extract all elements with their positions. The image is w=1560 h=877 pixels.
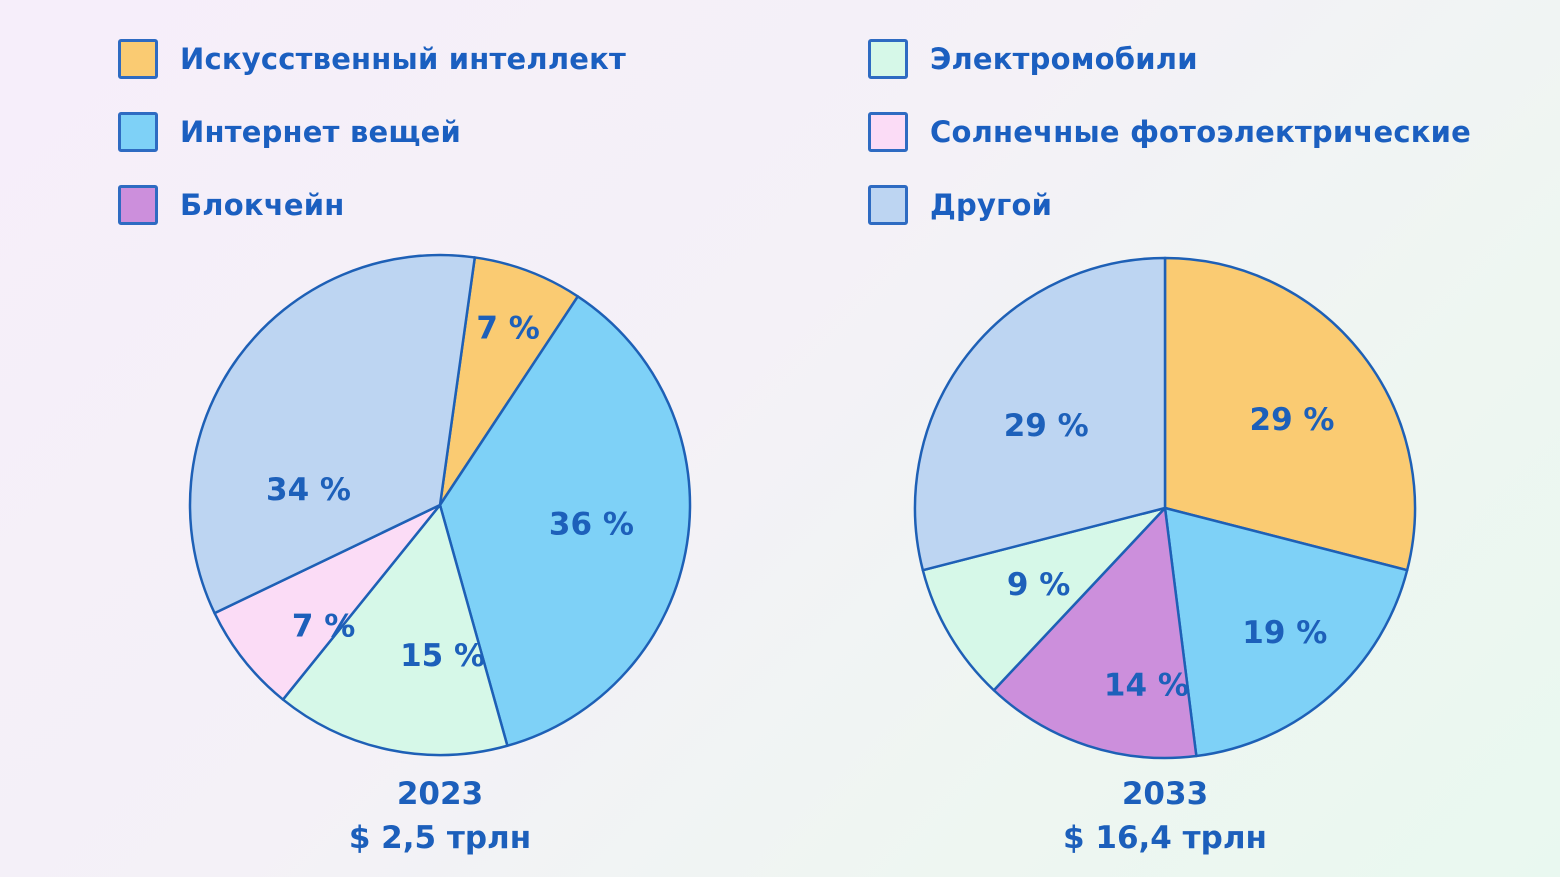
- slice-percent-label: 36 %: [549, 507, 634, 543]
- pie-slice-1: [1163, 256, 1417, 572]
- legend-label-artificial-intelligence: Искусственный интеллект: [180, 42, 627, 76]
- slice-percent-label: 9 %: [1007, 567, 1070, 603]
- legend-item-artificial-intelligence: Искусственный интеллект: [118, 38, 626, 80]
- slice-percent-label: 7 %: [476, 311, 539, 347]
- pie-slice-2: [438, 295, 692, 747]
- pie-slice-1: [438, 256, 580, 507]
- slice-percent-label: 14 %: [1104, 668, 1189, 704]
- caption-2023-value: $ 2,5 трлн: [348, 820, 532, 856]
- legend-column-left: Искусственный интеллект Интернет вещей Б…: [118, 38, 626, 226]
- pie-chart-2023: 7 % 36 % 15 % 7 % 34 %: [188, 253, 692, 757]
- slice-percent-label: 19 %: [1242, 615, 1327, 651]
- legend-swatch-artificial-intelligence: [118, 39, 158, 79]
- legend-label-blockchain: Блокчейн: [180, 188, 345, 222]
- legend-swatch-blockchain: [118, 185, 158, 225]
- caption-2033-year: 2033: [1121, 776, 1209, 812]
- slice-percent-label: 29 %: [1250, 402, 1335, 438]
- pie-slice-5: [913, 256, 1167, 572]
- slice-percent-label: 29 %: [1004, 408, 1089, 444]
- legend-item-electric-vehicles: Электромобили: [868, 38, 1471, 80]
- slice-percent-label: 34 %: [266, 472, 351, 508]
- legend-label-solar-photovoltaic: Солнечные фотоэлектрические: [930, 115, 1472, 149]
- caption-2023: 2023 $ 2,5 трлн: [190, 772, 690, 860]
- legend-label-other: Другой: [930, 188, 1053, 222]
- legend-swatch-solar-photovoltaic: [868, 112, 908, 152]
- caption-2023-year: 2023: [396, 776, 484, 812]
- pie-slice-4: [921, 506, 1167, 692]
- slice-percent-label: 7 %: [292, 609, 355, 645]
- legend-item-blockchain: Блокчейн: [118, 184, 626, 226]
- legend-item-internet-of-things: Интернет вещей: [118, 111, 626, 153]
- legend-item-other: Другой: [868, 184, 1471, 226]
- pie-slice-4: [213, 503, 442, 701]
- legend-label-internet-of-things: Интернет вещей: [180, 115, 462, 149]
- legend-swatch-internet-of-things: [118, 112, 158, 152]
- legend-item-solar-photovoltaic: Солнечные фотоэлектрические: [868, 111, 1471, 153]
- legend-swatch-other: [868, 185, 908, 225]
- caption-2033: 2033 $ 16,4 трлн: [915, 772, 1415, 860]
- pie-slice-3: [992, 506, 1198, 760]
- legend-column-right: Электромобили Солнечные фотоэлектрически…: [868, 38, 1471, 226]
- caption-2033-value: $ 16,4 трлн: [1063, 820, 1267, 856]
- pie-chart-2033: 29 % 19 % 14 % 9 % 29 %: [913, 256, 1417, 760]
- pie-slice-3: [281, 503, 509, 757]
- pie-slice-5: [188, 253, 477, 615]
- pie-slice-2: [1163, 506, 1409, 758]
- legend-swatch-electric-vehicles: [868, 39, 908, 79]
- legend-label-electric-vehicles: Электромобили: [930, 42, 1198, 76]
- slice-percent-label: 15 %: [400, 638, 485, 674]
